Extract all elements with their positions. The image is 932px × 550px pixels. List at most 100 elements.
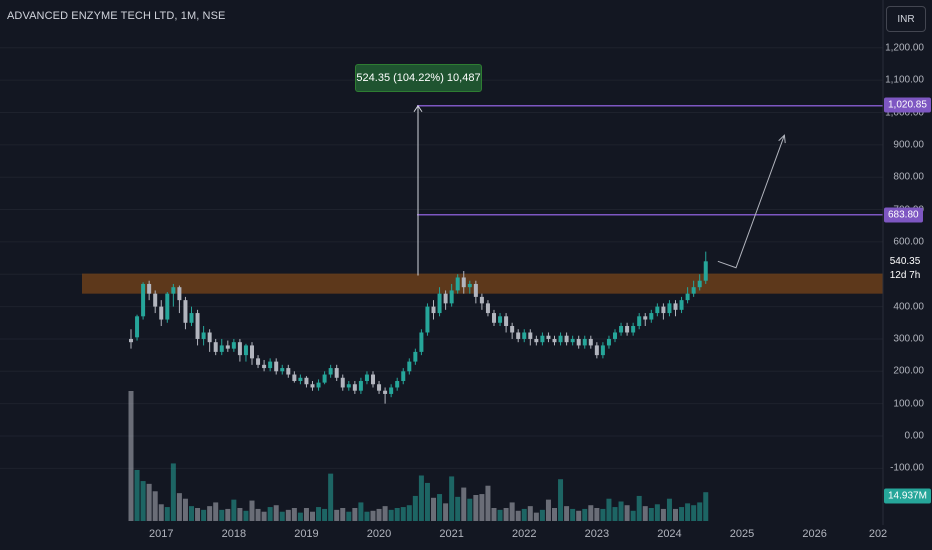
candle-body [207, 332, 212, 343]
volume-bar [479, 494, 485, 521]
candle-body [697, 280, 702, 288]
y-tick-label: 300.00 [893, 333, 924, 345]
candle [389, 384, 394, 398]
volume-bar [382, 506, 388, 521]
candle-body [443, 293, 448, 304]
volume-bar [630, 510, 636, 521]
x-tick-label: 2018 [221, 528, 247, 540]
volume-bar [503, 508, 509, 521]
volume-bar [213, 502, 219, 521]
candle [195, 309, 200, 346]
volume-bar [370, 510, 376, 521]
candle-body [504, 316, 509, 327]
candle-body [256, 358, 261, 365]
candle [213, 338, 218, 356]
candle-body [346, 384, 351, 388]
candle-body [467, 283, 472, 288]
volume-bar [316, 507, 322, 521]
candle [147, 280, 152, 301]
candle-body [516, 332, 521, 339]
y-tick-label: 600.00 [893, 236, 924, 248]
candle-body [237, 342, 242, 356]
candle [407, 358, 412, 375]
y-tick-label: -100.00 [890, 462, 924, 474]
candle-body [703, 261, 708, 281]
candle-body [231, 342, 236, 349]
candle [546, 332, 551, 343]
volume-bar [612, 507, 618, 521]
volume-bar [467, 498, 473, 521]
volume-bar [279, 511, 285, 521]
candle-body [649, 313, 654, 320]
candle [262, 359, 267, 372]
candle-body [419, 332, 424, 352]
candle [558, 332, 563, 346]
candle [516, 329, 521, 343]
measure-arrowhead [413, 104, 423, 113]
volume-bar [285, 509, 291, 521]
candle [455, 274, 460, 294]
last-price-tag: 540.35 12d 7h [884, 255, 926, 285]
candle [528, 329, 533, 346]
bar-countdown: 12d 7h [889, 270, 921, 281]
candle [395, 377, 400, 391]
candle [582, 335, 587, 349]
volume-bar [176, 493, 182, 521]
candle-body [195, 313, 200, 339]
currency-button[interactable]: INR [886, 6, 926, 32]
candle [358, 377, 363, 394]
volume-bar [134, 469, 140, 521]
candle [522, 329, 527, 343]
candle [449, 283, 454, 307]
candle-body [673, 303, 678, 310]
x-tick-label: 2021 [439, 528, 464, 540]
candle [377, 381, 382, 394]
volume-bar [552, 508, 557, 521]
candle [292, 371, 297, 383]
candle-body [364, 374, 369, 382]
candle [219, 338, 224, 356]
candle-body [534, 338, 539, 343]
volume-bar [600, 508, 606, 521]
candle-body [576, 338, 581, 346]
y-tick-label: 800.00 [893, 171, 924, 183]
candle-body [358, 381, 363, 391]
candle-body [552, 338, 557, 343]
candle-body [243, 345, 248, 356]
candle [328, 364, 333, 378]
candle-body [485, 303, 490, 314]
candle [268, 358, 273, 372]
candle-body [377, 384, 382, 391]
candle-body [183, 300, 188, 323]
volume-bar [570, 508, 576, 521]
candle-body [395, 381, 400, 388]
candle-body [322, 374, 327, 383]
candle-body [389, 387, 394, 394]
candle-body [546, 335, 551, 339]
candle-body [304, 377, 309, 385]
candle-body [461, 277, 466, 288]
candle-body [600, 345, 605, 356]
candle [673, 300, 678, 317]
candle [492, 309, 496, 327]
volume-bar [231, 499, 237, 521]
candle [322, 371, 327, 385]
candle-body [498, 316, 503, 323]
candle-body [540, 335, 545, 343]
volume-bar [703, 492, 709, 521]
volume-bar [346, 511, 352, 521]
candle-body [147, 283, 152, 294]
candle-body [679, 300, 684, 310]
candle-body [268, 361, 273, 369]
volume-bar [691, 505, 697, 521]
x-tick-label: 2024 [657, 528, 682, 540]
volume-bar [418, 475, 424, 521]
volume-bar [679, 507, 685, 521]
candle [334, 364, 339, 382]
candle-body [413, 351, 418, 362]
candle [310, 381, 315, 391]
candle-body [280, 368, 285, 372]
candle [201, 326, 206, 346]
candle-body [310, 384, 315, 388]
